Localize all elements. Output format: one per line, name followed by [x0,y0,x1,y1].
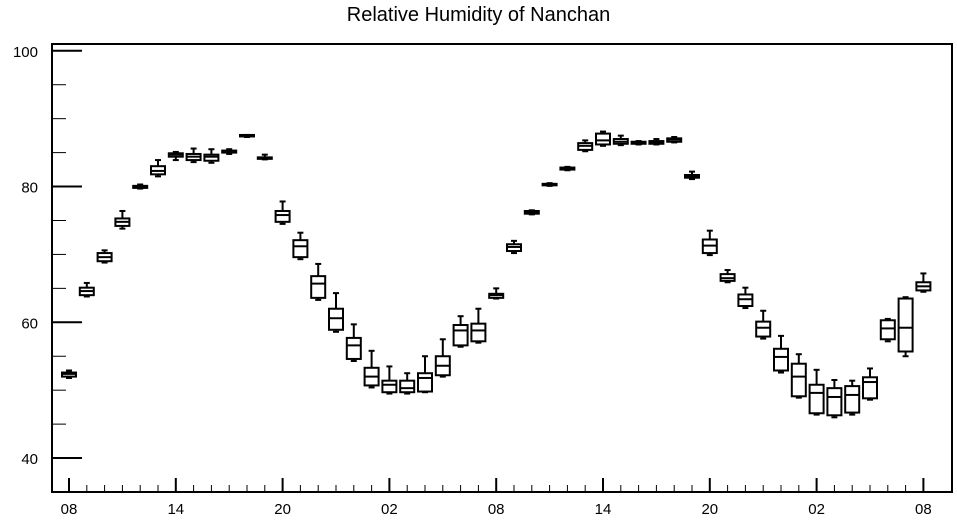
box-item [363,349,380,389]
x-tick-label: 14 [167,501,184,518]
box-item [506,239,522,255]
box-item [701,229,718,257]
box-item [114,209,131,230]
box-item [256,153,273,161]
x-tick-label: 08 [915,501,932,518]
box-item [61,369,77,379]
y-tick-label: 60 [21,315,38,332]
box-item [808,368,825,416]
box-item [862,367,878,401]
box-item [915,272,932,293]
box-body [417,372,433,393]
box-item [897,296,914,358]
box-item [78,281,95,298]
box-item [310,262,327,301]
box-item [167,150,184,162]
box-body [470,322,487,343]
box-item [826,379,843,419]
box-item [399,372,416,395]
box-body [879,319,896,341]
box-item [666,135,683,144]
y-tick-label: 80 [21,180,38,197]
box-item [185,147,202,164]
box-item [150,159,166,178]
x-tick-label: 20 [701,501,718,518]
box-item [274,200,291,225]
box-body [773,347,789,372]
y-tick-label: 100 [13,44,38,61]
box-item [203,148,220,164]
x-tick-label: 14 [595,501,612,518]
box-item [221,148,238,155]
x-tick-label: 02 [381,501,398,518]
box-item [630,140,647,146]
box-item [239,133,255,138]
box-body [203,153,220,162]
box-item [452,315,469,348]
box-item [381,365,398,395]
box-item [345,323,362,362]
box-body [862,376,878,400]
box-item [559,165,576,172]
box-item [541,182,558,187]
box-body [452,324,469,347]
box-body [345,336,362,360]
x-axis: 08 14 20 02 08 14 20 02 08 [61,478,932,518]
box-item [577,139,594,153]
box-body [399,379,416,394]
box-item [488,287,505,300]
box-body [274,209,291,223]
x-tick-label: 20 [274,501,291,518]
box-item [737,286,754,310]
box-body [755,320,772,338]
box-item [328,292,344,333]
box-body [381,379,398,394]
box-item [648,138,665,146]
box-item [773,334,789,374]
box-item [755,309,772,340]
box-body [310,275,327,299]
box-body [595,132,611,146]
box-body [808,383,825,415]
chart-title: Relative Humidity of Nanchan [346,4,611,26]
box-item [719,269,736,284]
box-item [612,134,629,147]
box-body [292,239,309,259]
box-body [790,362,807,398]
box-body [328,307,344,331]
y-axis: 40 60 80 100 [13,44,82,493]
box-item [132,183,149,190]
box-body [737,293,754,308]
box-item [292,231,309,261]
box-body [844,385,861,414]
x-tick-label: 02 [808,501,825,518]
x-tick-label: 08 [488,501,505,518]
box-body [826,387,843,417]
plot-frame [51,43,953,493]
box-body [897,297,914,353]
box-item [595,130,611,147]
box-series [61,130,932,419]
x-tick-label: 08 [61,501,78,518]
y-tick-label: 40 [21,451,38,468]
box-item [96,249,113,264]
box-item [417,355,433,394]
box-item [470,307,487,344]
box-item [684,170,700,181]
box-item [879,317,896,343]
box-item [523,209,540,216]
box-item [844,379,861,416]
box-item [434,338,451,378]
box-item [790,353,807,399]
